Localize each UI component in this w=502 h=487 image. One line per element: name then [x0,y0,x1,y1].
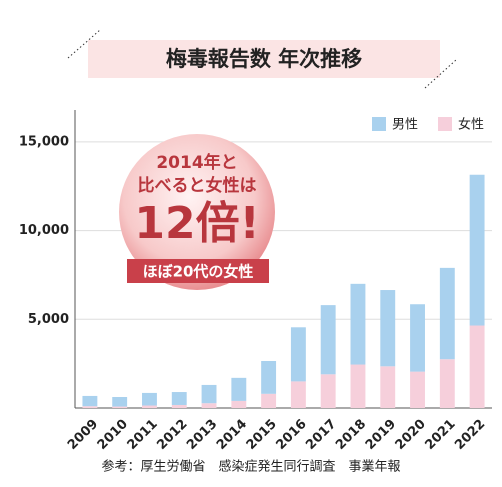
bar-segment [290,327,306,382]
x-tick-label: 2019 [363,417,399,453]
y-tick-label: 5,000 [28,312,69,327]
x-tick-label: 2017 [303,417,339,453]
bar-segment [439,359,455,408]
bar-segment [380,366,396,408]
callout-circle [119,134,275,290]
bar-segment [320,305,336,375]
x-tick-label: 2022 [452,417,488,453]
legend-label: 男性 [392,118,418,133]
x-tick-label: 2009 [65,417,101,453]
bar-segment [171,392,187,405]
legend-swatch [372,117,386,131]
bar-segment [201,384,217,404]
x-tick-label: 2015 [244,417,280,453]
annotation: 2014年と [156,152,237,173]
annotation: 12倍! [134,198,259,249]
x-tick-label: 2020 [393,417,429,453]
bar-segment [112,397,128,407]
bar-segment [350,364,366,408]
bar-segment [82,406,98,408]
x-tick-label: 2018 [333,417,369,453]
banner [127,259,269,283]
bar-segment [171,404,187,408]
bar-segment [320,374,336,408]
legend-swatch [438,117,452,131]
bar-segment [201,403,217,408]
decor [424,59,457,89]
bar-segment [469,174,485,326]
x-tick-label: 2016 [274,417,310,453]
bar-segment [261,360,277,394]
x-tick-label: 2010 [95,417,131,453]
x-tick-label: 2011 [125,417,161,453]
decor [67,29,101,59]
bar-segment [231,377,247,401]
bar-segment [261,393,277,408]
bar-segment [290,381,306,408]
annotation: ほぼ20代の女性 [143,263,254,281]
bar-segment [112,406,128,408]
x-tick-label: 2012 [154,417,190,453]
bar-segment [82,395,98,407]
bar-segment [142,405,157,408]
callout: 2014年と 比べると女性は 12倍! ほぼ20代の女性 [119,134,275,290]
bar-segment [380,290,396,367]
chart-title: 梅毒報告数 年次推移 [166,47,362,71]
annotation: 比べると女性は [138,175,257,196]
x-tick-label: 2013 [184,417,220,453]
y-tick-label: 10,000 [19,223,69,238]
bar-segment [410,371,425,408]
source-note: 参考：厚生労働省 感染症発生同行調査 事業年報 [101,459,400,475]
bar-segment [350,283,366,365]
bar-segment [410,304,425,372]
legend-label: 女性 [458,117,484,133]
bar-segment [231,400,247,408]
title-box [88,40,440,78]
x-tick-label: 2014 [214,417,250,453]
bar-segment [439,267,455,360]
bar-segment [142,392,157,406]
y-tick-label: 15,000 [19,134,69,149]
x-tick-label: 2021 [422,417,458,453]
bar-segment [469,325,485,408]
